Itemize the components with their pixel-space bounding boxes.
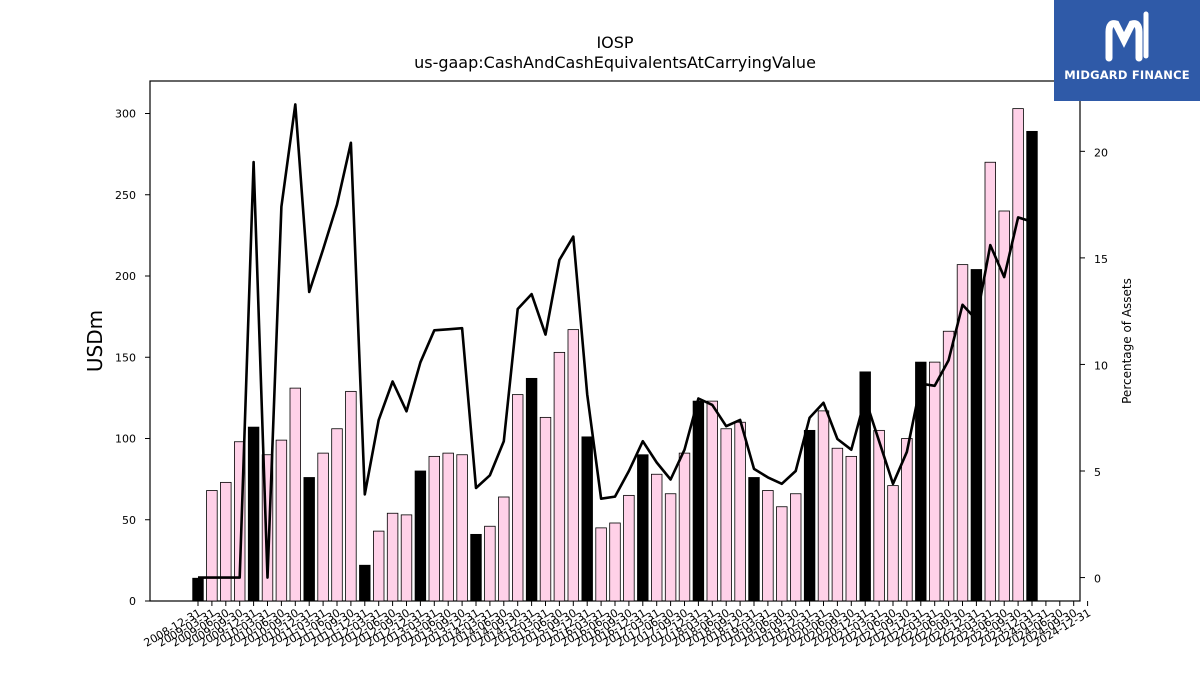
chart-subtitle: us-gaap:CashAndCashEquivalentsAtCarrying… xyxy=(414,53,816,72)
bar xyxy=(581,436,593,602)
y-tick-label: 100 xyxy=(115,433,136,446)
bar xyxy=(289,387,302,602)
bar xyxy=(470,533,482,602)
y2-tick-label: 10 xyxy=(1094,359,1108,372)
bar xyxy=(887,485,899,602)
bar xyxy=(386,512,399,602)
bar xyxy=(372,530,385,602)
logo-text: MIDGARD FINANCE xyxy=(1064,68,1190,82)
bar xyxy=(275,439,288,602)
bar xyxy=(317,452,329,602)
bar xyxy=(442,452,454,602)
bar xyxy=(359,564,371,602)
bar xyxy=(525,377,538,602)
bar xyxy=(595,527,607,602)
bar xyxy=(428,455,441,602)
y2-axis-label: Percentage of Assets xyxy=(1120,278,1134,404)
y-axis-label: USDm xyxy=(83,310,107,372)
bar xyxy=(456,454,468,602)
y-tick-label: 50 xyxy=(122,514,136,527)
y2-tick-label: 20 xyxy=(1094,146,1108,159)
y2-tick-label: 15 xyxy=(1094,253,1108,266)
bar xyxy=(303,477,315,602)
bar xyxy=(817,410,830,602)
bar xyxy=(345,390,357,602)
bar xyxy=(651,473,663,602)
bar xyxy=(734,421,746,602)
bar xyxy=(637,454,649,602)
bar xyxy=(706,400,719,602)
bar xyxy=(790,493,802,602)
right-axis: 0 5 10 15 20 xyxy=(1080,146,1108,586)
y2-tick-label: 0 xyxy=(1094,573,1101,586)
bar xyxy=(678,452,691,602)
bar xyxy=(220,481,232,602)
line-group xyxy=(198,103,1033,579)
chart-title: IOSP xyxy=(596,33,633,52)
bar xyxy=(929,361,941,602)
y-tick-label: 300 xyxy=(115,108,136,121)
bar xyxy=(720,428,732,602)
bar xyxy=(498,496,510,602)
bar xyxy=(664,493,677,602)
bar xyxy=(776,506,788,602)
y-tick-label: 250 xyxy=(115,189,136,202)
bar xyxy=(553,351,566,602)
bar xyxy=(831,447,844,602)
bar xyxy=(623,494,635,602)
bar xyxy=(512,394,524,602)
left-axis: 0 50 100 150 200 250 300 xyxy=(115,108,150,608)
y2-tick-label: 5 xyxy=(1094,466,1101,479)
bar xyxy=(567,329,580,602)
bar xyxy=(331,428,343,602)
bar xyxy=(762,490,774,602)
bar xyxy=(1026,130,1038,602)
bar xyxy=(192,577,204,602)
x-axis: 2008-12-312009-03-312009-06-302009-09-30… xyxy=(142,601,1093,650)
bar xyxy=(942,330,955,602)
bar xyxy=(803,429,816,602)
bar xyxy=(484,525,496,602)
bar xyxy=(692,400,705,602)
bar xyxy=(609,522,621,602)
bar xyxy=(206,490,218,602)
bar xyxy=(414,470,427,602)
y-tick-label: 0 xyxy=(129,595,136,608)
logo: MIDGARD FINANCE xyxy=(1054,0,1200,101)
y-tick-label: 200 xyxy=(115,270,136,283)
logo-mark-icon xyxy=(1105,11,1149,62)
bar xyxy=(400,514,413,602)
bar xyxy=(984,161,997,602)
percentage-line xyxy=(198,103,1033,579)
bar xyxy=(748,477,760,602)
bar xyxy=(539,416,552,602)
bars-group xyxy=(192,108,1038,602)
bar xyxy=(247,426,260,602)
bar xyxy=(1012,108,1024,602)
bar xyxy=(845,455,858,602)
y-tick-label: 150 xyxy=(115,351,136,364)
